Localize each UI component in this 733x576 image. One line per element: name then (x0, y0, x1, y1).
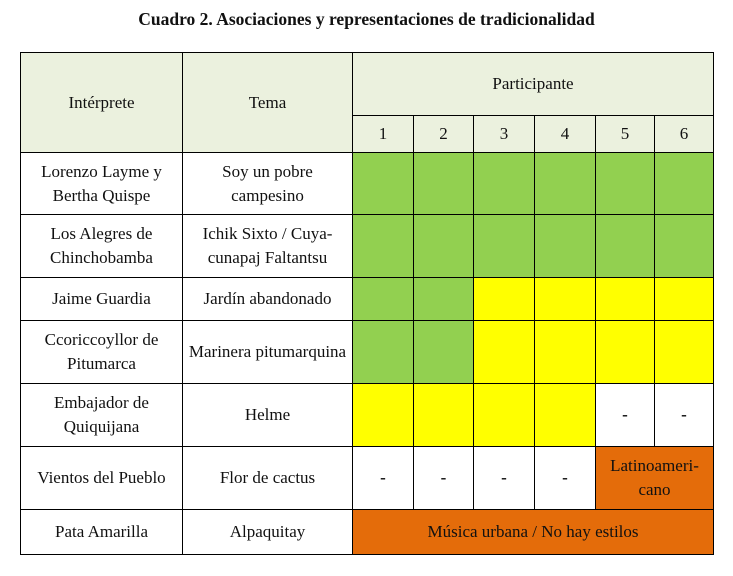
dash-cell: - (534, 446, 596, 510)
merged-cell: Música urbana / No hay estilos (351, 509, 715, 555)
table-row: Ccoriccoyllor de Pitumarca Marinera pitu… (20, 320, 715, 384)
color-cell (473, 383, 535, 447)
dash-cell: - (653, 383, 715, 447)
color-cell (595, 152, 655, 215)
tema-cell: Alpaquitay (182, 509, 353, 555)
color-cell (653, 152, 715, 215)
table-row: Pata Amarilla Alpaquitay Música urbana /… (20, 509, 715, 555)
table-row: Lorenzo Layme y Bertha Quispe Soy un pob… (20, 152, 715, 215)
tema-cell: Helme (182, 383, 353, 447)
color-cell (595, 277, 655, 321)
color-cell (413, 383, 474, 447)
dash-cell: - (473, 446, 535, 510)
color-cell (352, 383, 414, 447)
header-participante: Participante (351, 52, 715, 116)
header-participant-5: 5 (595, 115, 655, 153)
tema-cell: Marinera pitumarquina (182, 320, 353, 384)
table-row: Vientos del Pueblo Flor de cactus - - - … (20, 446, 715, 510)
color-cell (473, 152, 535, 215)
table-title: Cuadro 2. Asociaciones y representacione… (138, 9, 595, 29)
color-cell (653, 277, 715, 321)
header-interprete: Intérprete (20, 52, 183, 153)
color-cell (352, 277, 414, 321)
interprete-cell: Los Alegres de Chinchobamba (20, 214, 183, 278)
table-row: Embajador de Quiquijana Helme - - (20, 383, 715, 447)
interprete-cell: Pata Amarilla (20, 509, 183, 555)
color-cell (653, 320, 715, 384)
color-cell (534, 320, 596, 384)
color-cell (534, 152, 596, 215)
color-cell (352, 152, 414, 215)
tema-cell: Jardín abandonado (182, 277, 353, 321)
header-participant-6: 6 (653, 115, 715, 153)
color-cell (534, 383, 596, 447)
tema-cell: Flor de cactus (182, 446, 353, 510)
dash-cell: - (413, 446, 474, 510)
color-cell (413, 214, 474, 278)
color-cell (473, 277, 535, 321)
color-cell (653, 214, 715, 278)
dash-cell: - (595, 383, 655, 447)
interprete-cell: Lorenzo Layme y Bertha Quispe (20, 152, 183, 215)
tema-cell: Ichik Sixto / Cuya-cunapaj Faltantsu (182, 214, 353, 278)
color-cell (534, 214, 596, 278)
header-participant-3: 3 (473, 115, 535, 153)
color-cell (413, 152, 474, 215)
table-row: Jaime Guardia Jardín abandonado (20, 277, 715, 321)
header-participant-2: 2 (413, 115, 474, 153)
tema-cell: Soy un pobre campesino (182, 152, 353, 215)
color-cell (352, 320, 414, 384)
color-cell (595, 214, 655, 278)
color-cell (413, 320, 474, 384)
color-cell (534, 277, 596, 321)
dash-cell: - (352, 446, 414, 510)
interprete-cell: Ccoriccoyllor de Pitumarca (20, 320, 183, 384)
table-row: Los Alegres de Chinchobamba Ichik Sixto … (20, 214, 715, 278)
color-cell (473, 320, 535, 384)
color-cell (413, 277, 474, 321)
color-cell (595, 320, 655, 384)
interprete-cell: Vientos del Pueblo (20, 446, 183, 510)
merged-cell: Latinoameri-cano (594, 446, 715, 510)
header-participant-1: 1 (352, 115, 414, 153)
data-table: Intérprete Tema Participante 1 2 3 4 5 6… (20, 52, 715, 555)
color-cell (352, 214, 414, 278)
header-participant-4: 4 (534, 115, 596, 153)
header-tema: Tema (182, 52, 353, 153)
interprete-cell: Embajador de Quiquijana (20, 383, 183, 447)
interprete-cell: Jaime Guardia (20, 277, 183, 321)
color-cell (473, 214, 535, 278)
